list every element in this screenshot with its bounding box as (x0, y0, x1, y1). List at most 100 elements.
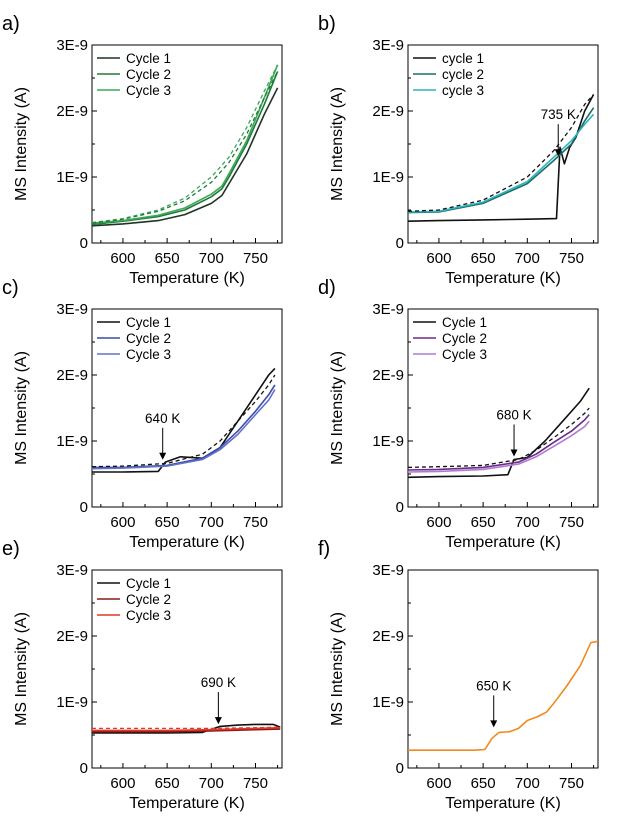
annotation-arrowhead (510, 449, 518, 457)
plot-frame (91, 308, 283, 508)
y-tick-label: 0 (80, 499, 88, 516)
chart-panel: b) 0 1E-9 2E-9 3E-9 600 650 700 750 Temperature (… (318, 13, 599, 287)
y-tick-label: 0 (396, 760, 404, 777)
y-tick-label: 1E-9 (372, 433, 404, 450)
x-tick-label: 600 (110, 250, 135, 267)
x-tick-label: 700 (199, 250, 224, 267)
y-tick-label: 0 (80, 760, 88, 777)
x-axis-label: Temperature (K) (129, 270, 245, 287)
y-tick-label: 2E-9 (56, 628, 88, 645)
panel-letter: b) (318, 13, 336, 35)
x-tick-label: 650 (155, 775, 180, 792)
legend-entry: Cycle 3 (126, 608, 171, 623)
y-tick-label: 3E-9 (372, 37, 404, 54)
y-tick-label: 2E-9 (56, 103, 88, 120)
y-tick-label: 3E-9 (56, 37, 88, 54)
chart-panel: e) 0 1E-9 2E-9 3E-9 600 650 700 750 Temperature (… (2, 538, 283, 812)
y-tick-label: 3E-9 (372, 301, 404, 318)
y-axis-label: MS Intensity (A) (13, 612, 30, 726)
series-line-dashed (92, 374, 276, 468)
chart-panel: f) 0 1E-9 2E-9 3E-9 600 650 700 750 Temperature (… (318, 538, 599, 812)
series-line (92, 726, 281, 732)
legend-entry: Cycle 2 (126, 67, 171, 82)
panel-letter: d) (318, 277, 336, 299)
y-tick-label: 1E-9 (372, 169, 404, 186)
series-line (92, 728, 281, 733)
y-axis-label: MS Intensity (A) (329, 612, 346, 726)
series-line (408, 387, 590, 479)
legend-entry: cycle 1 (442, 51, 484, 66)
annotation-label: 680 K (496, 408, 531, 423)
annotation-arrowhead (214, 717, 222, 725)
annotation-arrowhead (554, 149, 562, 157)
series-line (92, 389, 276, 470)
series-line-dashed (408, 407, 590, 469)
x-tick-label: 600 (426, 775, 451, 792)
series-line (408, 420, 590, 473)
annotation-arrowhead (159, 452, 167, 460)
x-tick-label: 700 (515, 775, 540, 792)
series-line (408, 414, 590, 471)
panel-letter: f) (318, 538, 330, 560)
y-tick-label: 1E-9 (56, 433, 88, 450)
chart-panel: a) 0 1E-9 2E-9 3E-9 600 650 700 750 Temperature (… (2, 13, 283, 287)
annotation-label: 735 K (541, 107, 576, 122)
x-tick-label: 650 (471, 514, 496, 531)
x-tick-label: 750 (559, 250, 584, 267)
y-tick-label: 1E-9 (56, 169, 88, 186)
y-tick-label: 3E-9 (56, 301, 88, 318)
legend-entry: Cycle 2 (442, 331, 487, 346)
annotation-arrowhead (490, 720, 498, 728)
legend-entry: Cycle 3 (126, 347, 171, 362)
series-line-dashed (92, 71, 279, 224)
series-line (408, 94, 595, 222)
series-line (408, 640, 598, 752)
x-axis-label: Temperature (K) (445, 534, 561, 551)
y-axis-label: MS Intensity (A) (329, 351, 346, 465)
y-axis-label: MS Intensity (A) (13, 87, 30, 201)
x-axis-label: Temperature (K) (129, 795, 245, 812)
x-tick-label: 650 (155, 250, 180, 267)
y-tick-label: 2E-9 (56, 367, 88, 384)
x-axis-label: Temperature (K) (445, 270, 561, 287)
x-tick-label: 700 (515, 514, 540, 531)
series-line (92, 384, 276, 469)
x-tick-label: 750 (243, 775, 268, 792)
series-line-dashed (92, 64, 279, 224)
plot-frame (407, 44, 599, 244)
y-tick-label: 2E-9 (372, 103, 404, 120)
y-tick-label: 2E-9 (372, 628, 404, 645)
y-axis-label: MS Intensity (A) (329, 87, 346, 201)
y-tick-label: 2E-9 (372, 367, 404, 384)
series-line (408, 113, 595, 213)
series-line-dashed (408, 94, 595, 212)
legend-entry: Cycle 2 (126, 331, 171, 346)
annotation-label: 650 K (476, 678, 511, 693)
plot-frame (91, 569, 283, 769)
x-tick-label: 600 (110, 775, 135, 792)
x-axis-label: Temperature (K) (445, 795, 561, 812)
annotation-label: 640 K (145, 411, 180, 426)
chart-panel: c) 0 1E-9 2E-9 3E-9 600 650 700 750 Temperature (… (2, 277, 283, 551)
series-line (92, 64, 279, 224)
series-line (92, 71, 279, 226)
x-tick-label: 600 (110, 514, 135, 531)
x-tick-label: 700 (515, 250, 540, 267)
y-tick-label: 3E-9 (372, 562, 404, 579)
x-tick-label: 750 (559, 775, 584, 792)
panel-letter: c) (2, 277, 19, 299)
y-tick-label: 0 (80, 235, 88, 252)
legend-entry: Cycle 1 (442, 315, 487, 330)
series-line (92, 87, 279, 227)
x-tick-label: 650 (471, 775, 496, 792)
legend-entry: Cycle 3 (126, 83, 171, 98)
x-tick-label: 650 (471, 250, 496, 267)
legend-entry: Cycle 1 (126, 51, 171, 66)
x-tick-label: 650 (155, 514, 180, 531)
y-tick-label: 0 (396, 499, 404, 516)
x-tick-label: 750 (243, 250, 268, 267)
legend-entry: Cycle 3 (442, 347, 487, 362)
y-tick-label: 0 (396, 235, 404, 252)
legend-entry: Cycle 1 (126, 576, 171, 591)
